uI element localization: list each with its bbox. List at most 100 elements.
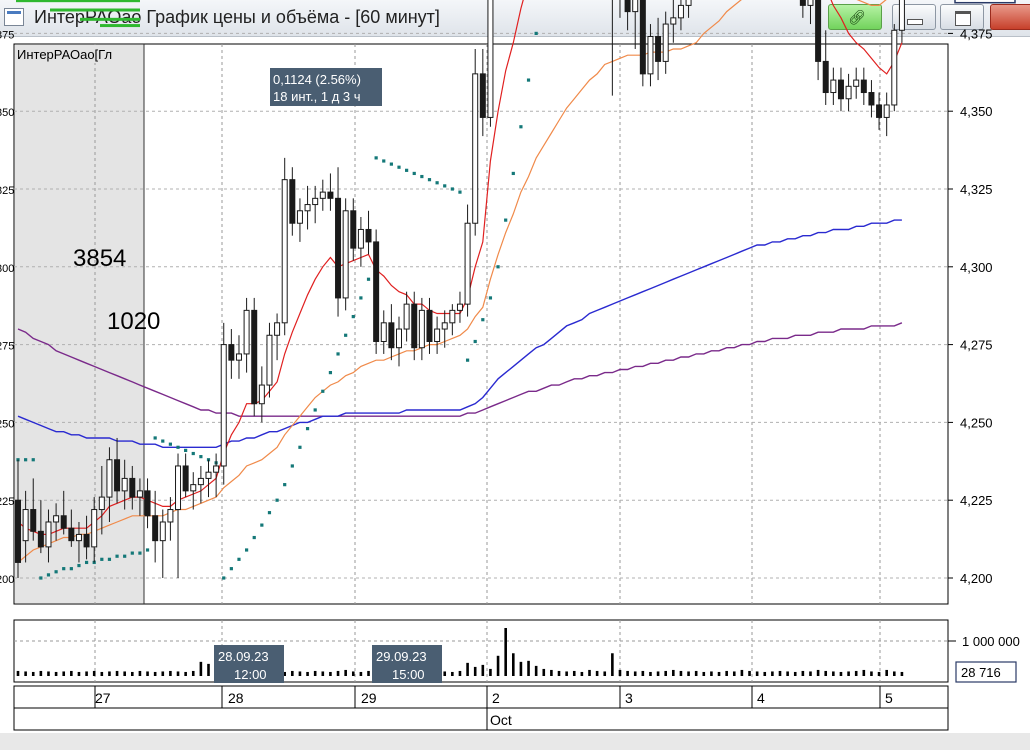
candle-body-down <box>251 309 258 405</box>
volume-bar <box>70 670 73 676</box>
volume-profile-bottom-label: 1020 <box>107 308 160 335</box>
psar-dot <box>488 296 493 300</box>
candle-body-down <box>60 515 67 529</box>
volume-bar <box>138 670 142 676</box>
volume-bar <box>24 671 27 676</box>
psar-dot <box>420 174 424 179</box>
psar-dot <box>473 339 477 344</box>
volume-bar <box>108 671 111 676</box>
candle-body-up <box>396 328 402 349</box>
ma-blue-line <box>17 219 902 448</box>
shaded-history-region <box>15 45 144 603</box>
y-tick-label: 4,250 <box>960 415 993 430</box>
psar-dot <box>252 535 256 540</box>
candle-body-up <box>159 521 166 542</box>
psar-dot <box>46 573 51 577</box>
candle-body-up <box>197 477 204 486</box>
volume-bar <box>824 670 828 676</box>
volume-bar <box>31 671 35 676</box>
psar-dot <box>374 156 378 160</box>
volume-bar <box>85 671 88 676</box>
psar-dot <box>321 389 325 393</box>
volume-bar <box>443 671 447 676</box>
candle-body-up <box>418 309 425 349</box>
candle-body-down <box>15 499 21 563</box>
y-tick-label: 4,350 <box>960 104 993 119</box>
maximize-icon <box>955 11 971 26</box>
measure-label-value: 0,1124 (2.56%) <box>273 72 361 87</box>
ma-purple-line <box>17 322 903 417</box>
volume-bar <box>199 661 203 676</box>
candle-body-down <box>289 179 296 224</box>
close-button[interactable] <box>990 4 1030 30</box>
y-tick-label: 4,275 <box>960 338 993 353</box>
psar-dot <box>54 570 58 574</box>
volume-bar <box>534 665 538 676</box>
psar-dot <box>184 448 188 453</box>
volume-bar <box>771 671 774 676</box>
volume-bar <box>489 668 492 676</box>
volume-bar <box>687 671 690 676</box>
volume-bar <box>664 670 667 676</box>
candle-body-down <box>639 0 646 75</box>
candle-body-up <box>891 29 898 106</box>
y-tick-label: 4,225 <box>960 493 993 508</box>
window-title: ИнтерРАОао График цены и объёма - [60 ми… <box>34 7 440 27</box>
volume-bar <box>481 664 485 676</box>
psar-dot <box>77 563 81 568</box>
volume-bar <box>291 670 294 676</box>
volume-bar <box>77 671 81 676</box>
volume-bar <box>367 670 370 676</box>
psar-dot <box>222 576 226 580</box>
candle-body-down <box>114 459 121 492</box>
volume-bar <box>519 661 523 676</box>
ma-orange-line <box>17 0 887 563</box>
left-tick-stub: 200 <box>0 574 14 586</box>
psar-dot <box>298 445 302 449</box>
day-label: 27 <box>95 690 111 706</box>
y-tick-label: 4,325 <box>960 182 993 197</box>
candle-body-up <box>853 79 860 87</box>
volume-bar <box>16 670 20 676</box>
candle-body-down <box>228 344 235 361</box>
candle-body-down <box>624 0 631 13</box>
volume-bar <box>580 671 584 676</box>
psar-dot <box>145 548 150 552</box>
candle-body-up <box>357 228 364 249</box>
volume-bar <box>527 660 530 676</box>
left-tick-stub: 225 <box>0 496 14 508</box>
psar-dot <box>130 551 134 555</box>
volume-bar <box>39 670 43 676</box>
month-label: Oct <box>490 712 512 728</box>
volume-bar <box>123 671 126 676</box>
volume-bar <box>153 671 157 676</box>
candle-body-down <box>152 515 159 542</box>
maximize-button[interactable] <box>940 4 984 30</box>
volume-bar <box>100 671 104 676</box>
volume-current-box <box>955 661 1017 683</box>
volume-bar <box>748 670 751 676</box>
candle-body-up <box>22 509 29 542</box>
psar-dot <box>351 314 355 319</box>
candle-body-up <box>403 303 410 330</box>
candle-body-up <box>632 0 639 13</box>
volume-bar <box>893 671 896 676</box>
psar-dot <box>191 451 195 456</box>
candle-body-up <box>662 23 669 62</box>
candle-body-up <box>266 334 273 386</box>
psar-dot <box>450 187 454 191</box>
y-tick-label: 4,375 <box>960 26 993 41</box>
candle-body-up <box>342 210 349 299</box>
status-strip <box>0 733 1030 750</box>
volume-bar <box>832 671 835 676</box>
link-button[interactable]: 🔗︎ <box>828 4 882 30</box>
psar-dot <box>405 168 409 172</box>
psar-dot <box>412 171 416 176</box>
psar-dot <box>481 318 485 322</box>
volume-bar <box>885 669 888 676</box>
psar-dot <box>24 458 28 462</box>
candle-body-down <box>876 104 883 118</box>
candle-body-up <box>281 179 288 324</box>
candle-body-up <box>296 210 303 224</box>
